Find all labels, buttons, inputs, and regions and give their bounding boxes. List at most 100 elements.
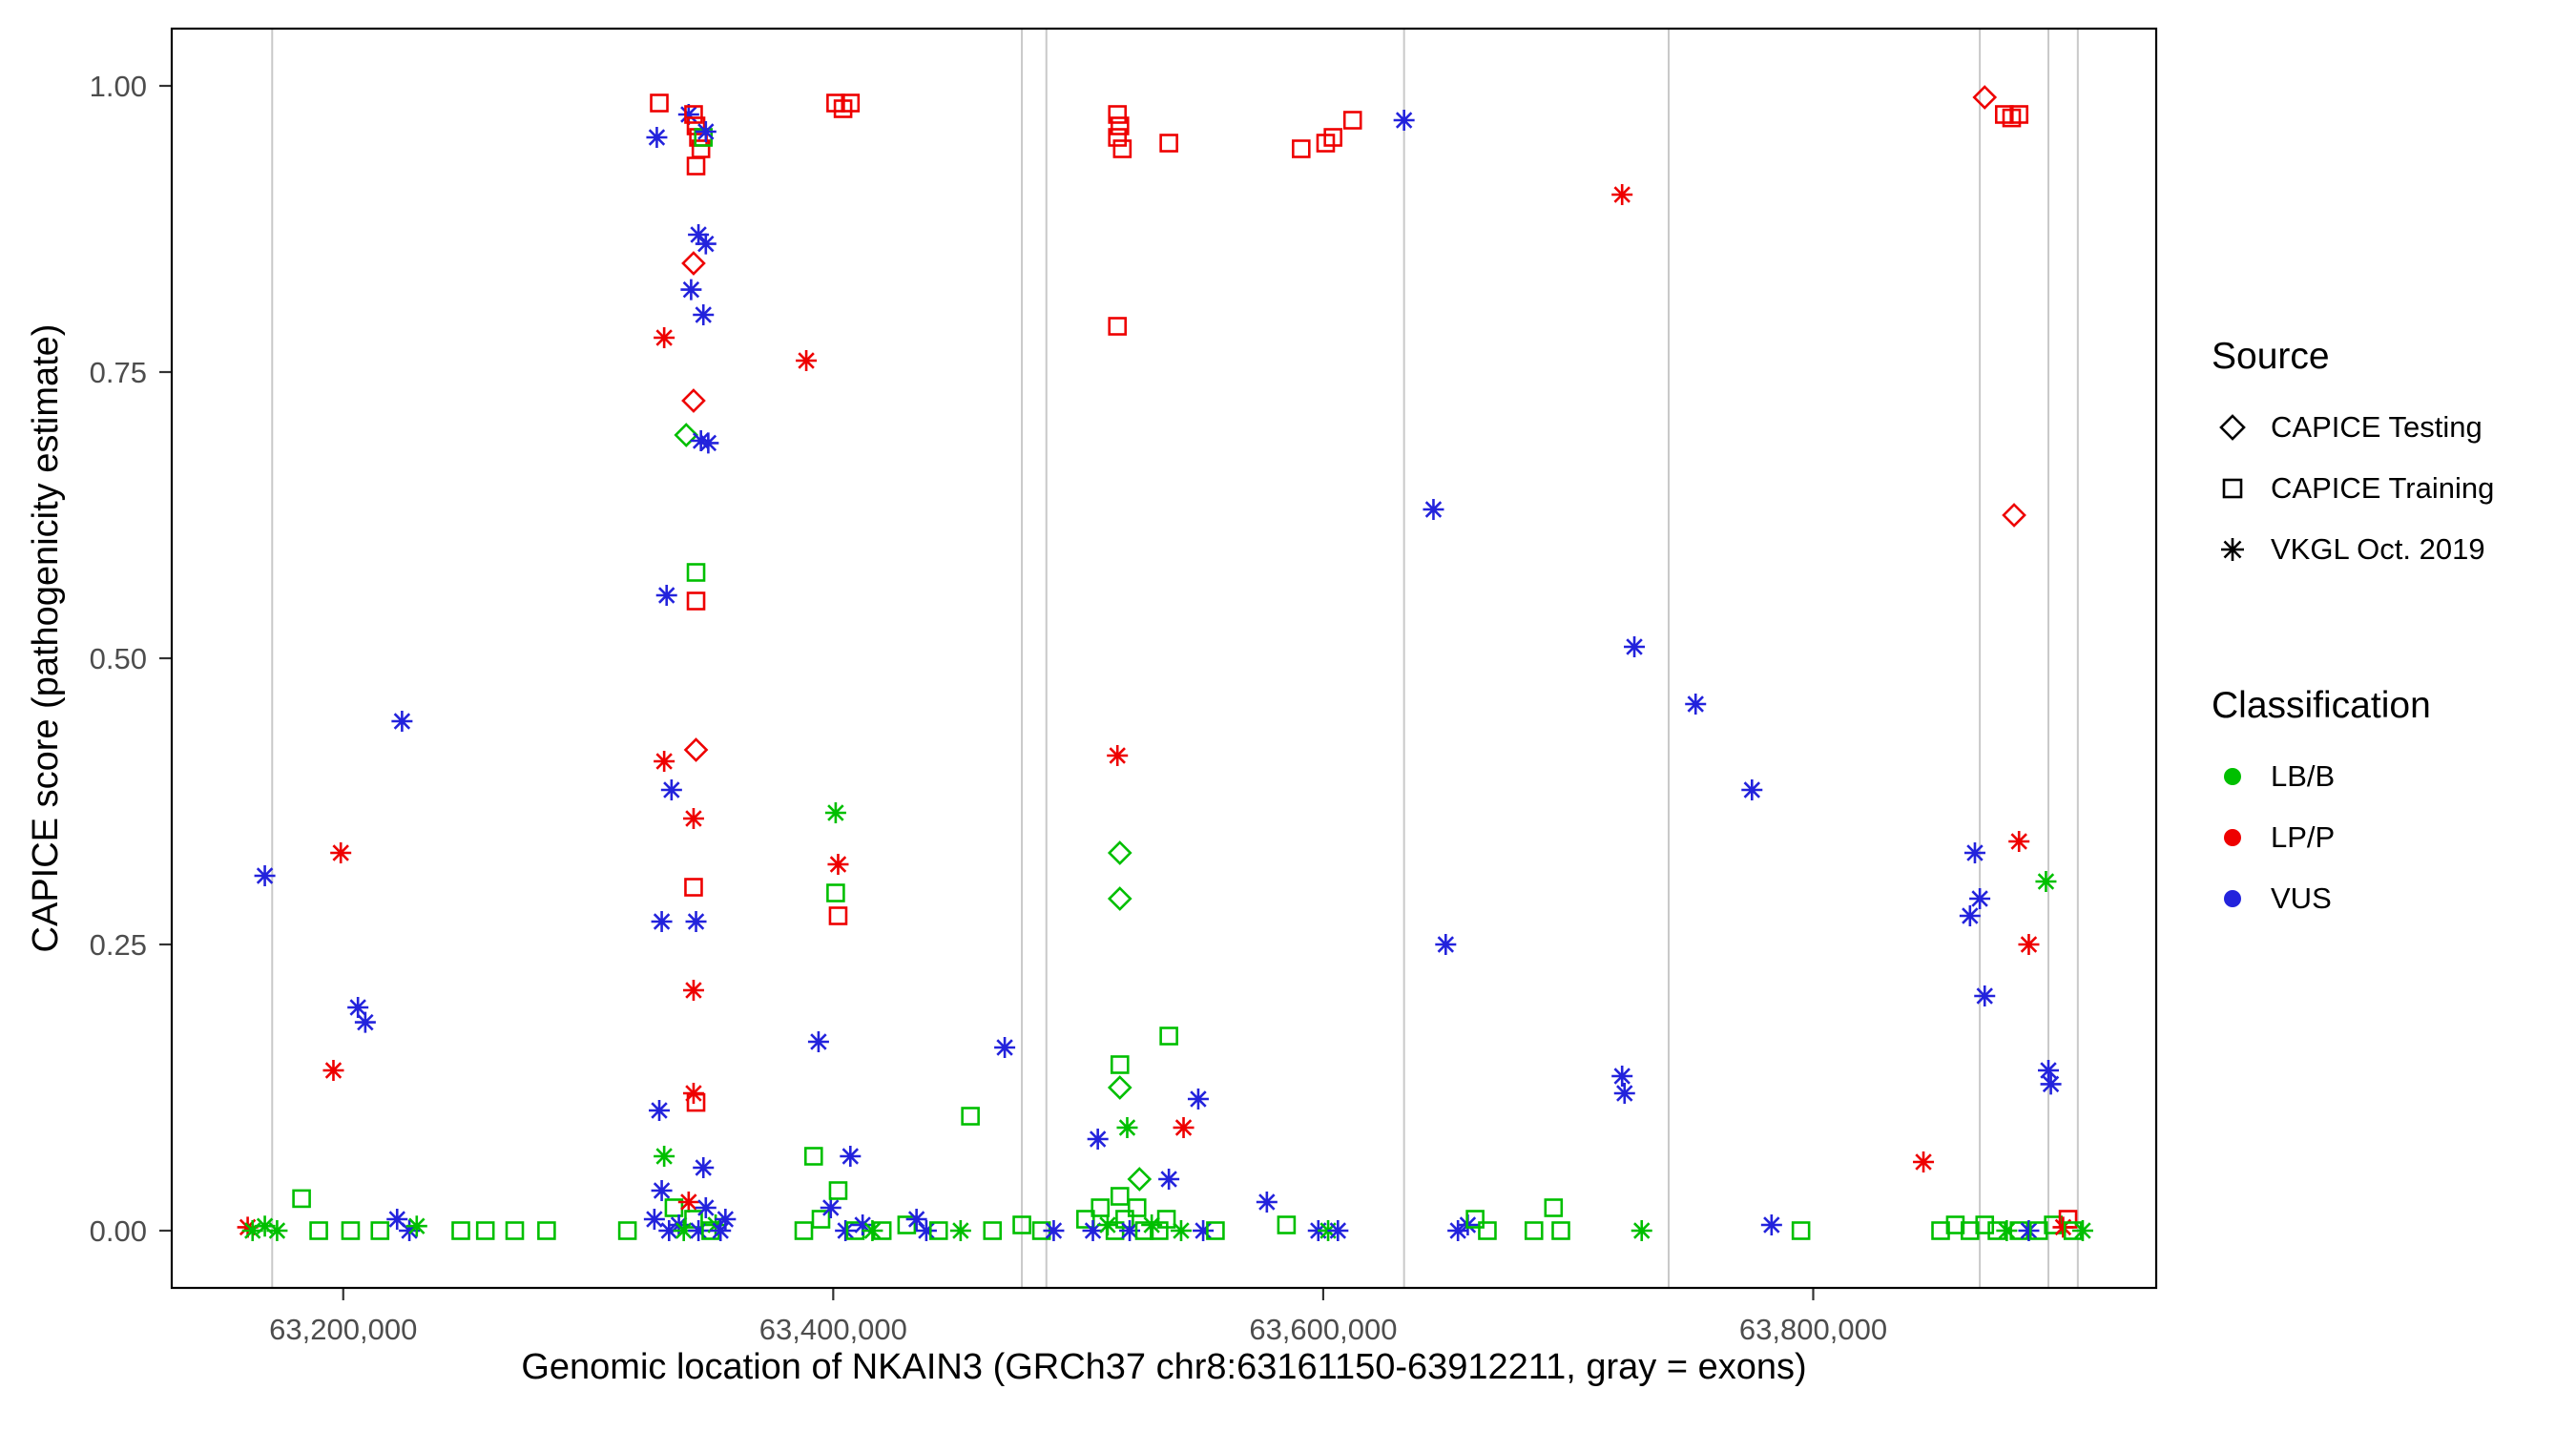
square-point [537, 1221, 556, 1240]
asterisk-point [2018, 934, 2040, 955]
asterisk-point [677, 104, 699, 125]
square-point [686, 563, 706, 582]
square-point [475, 1221, 495, 1240]
asterisk-point [1116, 1117, 1138, 1138]
square-point [1076, 1210, 1095, 1229]
asterisk-point [651, 911, 673, 932]
asterisk-point [820, 1197, 841, 1218]
x-axis-title: Genomic location of NKAIN3 (GRCh37 chr8:… [521, 1347, 1807, 1387]
y-tick-label: 0.00 [90, 1214, 147, 1248]
square-point [826, 883, 845, 902]
asterisk-point [1760, 1214, 1782, 1235]
asterisk-point [347, 997, 369, 1018]
square-point [1108, 128, 1128, 147]
square-point [650, 93, 669, 113]
square-point [897, 1215, 917, 1234]
square-point [1342, 111, 1362, 130]
square-point [1791, 1221, 1811, 1240]
square-point [1292, 139, 1311, 158]
asterisk-point [1631, 1220, 1652, 1241]
asterisk-point [688, 224, 710, 245]
asterisk-point [2035, 871, 2057, 892]
y-tick-label: 0.50 [90, 642, 147, 675]
legend-item-label: CAPICE Training [2271, 471, 2495, 505]
asterisk-point [1996, 1220, 2018, 1241]
square-point [2028, 1221, 2048, 1240]
asterisk-point [1963, 842, 1985, 863]
square-point [841, 93, 861, 113]
legend-item-label: LB/B [2271, 759, 2336, 793]
asterisk-point [690, 430, 712, 451]
square-point [1012, 1215, 1031, 1234]
diamond-point [1127, 1167, 1153, 1192]
legend: Source CAPICE Testing CAPICE Training VK… [2212, 336, 2494, 937]
square-point [451, 1221, 470, 1240]
blue-dot-icon [2224, 890, 2241, 907]
asterisk-point [399, 1220, 421, 1241]
asterisk-point [1913, 1151, 1935, 1172]
square-point [872, 1221, 892, 1240]
asterisk-point [1447, 1220, 1469, 1241]
legend-item-label: LP/P [2271, 820, 2336, 854]
x-tick-label: 63,600,000 [1249, 1313, 1397, 1346]
square-point [686, 1092, 706, 1112]
square-point [1091, 1198, 1111, 1217]
square-point [686, 156, 706, 176]
asterisk-point [697, 432, 719, 454]
square-point [828, 1181, 848, 1200]
diamond-point [1107, 1075, 1132, 1100]
asterisk-point [1158, 1169, 1180, 1190]
asterisk-point [1087, 1129, 1109, 1150]
asterisk-point [1393, 110, 1415, 131]
asterisk-point [1613, 1083, 1635, 1104]
square-point [1323, 128, 1342, 147]
asterisk-point [660, 779, 682, 800]
square-point [1945, 1215, 1965, 1234]
asterisk-point [1107, 745, 1129, 766]
square-point [1277, 1215, 1297, 1234]
x-tick-label: 63,800,000 [1739, 1313, 1887, 1346]
diamond-icon [2219, 414, 2246, 441]
asterisk-point [1170, 1220, 1192, 1241]
y-tick-label: 1.00 [90, 70, 147, 103]
square-point [617, 1221, 637, 1240]
x-tick-label: 63,200,000 [269, 1313, 417, 1346]
square-point [1524, 1221, 1544, 1240]
y-axis-title: CAPICE score (pathogenicity estimate) [26, 323, 66, 953]
asterisk-point [695, 121, 717, 142]
asterisk-point [1119, 1220, 1141, 1241]
square-point [1110, 1187, 1130, 1206]
asterisk-point [677, 1192, 699, 1213]
asterisk-point [1741, 779, 1763, 800]
square-point [341, 1221, 361, 1240]
diamond-point [681, 251, 706, 276]
legend-item-lbb: LB/B [2212, 754, 2494, 799]
legend-block-classification: Classification LB/B LP/P VUS [2212, 685, 2494, 922]
square-point [505, 1221, 525, 1240]
asterisk-point [824, 802, 846, 823]
asterisk-point [905, 1209, 927, 1230]
asterisk-point [693, 1157, 715, 1178]
square-point [2009, 105, 2028, 124]
square-point [1159, 1027, 1178, 1046]
asterisk-point [840, 1146, 862, 1167]
square-icon [2222, 478, 2243, 499]
asterisk-point [386, 1209, 408, 1230]
square-point [1931, 1221, 1950, 1240]
diamond-point [2002, 503, 2026, 528]
asterisk-point [827, 854, 849, 875]
square-point [1108, 105, 1128, 124]
asterisk-point [655, 585, 677, 606]
asterisk-point [1624, 636, 1646, 657]
square-point [1551, 1221, 1570, 1240]
asterisk-point [649, 1100, 671, 1121]
red-dot-icon [2224, 829, 2241, 846]
asterisk-point [688, 1220, 710, 1241]
asterisk-point [1685, 694, 1707, 715]
asterisk-point [1187, 1089, 1209, 1110]
asterisk-point [2040, 1073, 2062, 1095]
legend-item-capice-testing: CAPICE Testing [2212, 404, 2494, 450]
square-point [1110, 116, 1130, 135]
legend-item-vus: VUS [2212, 876, 2494, 922]
